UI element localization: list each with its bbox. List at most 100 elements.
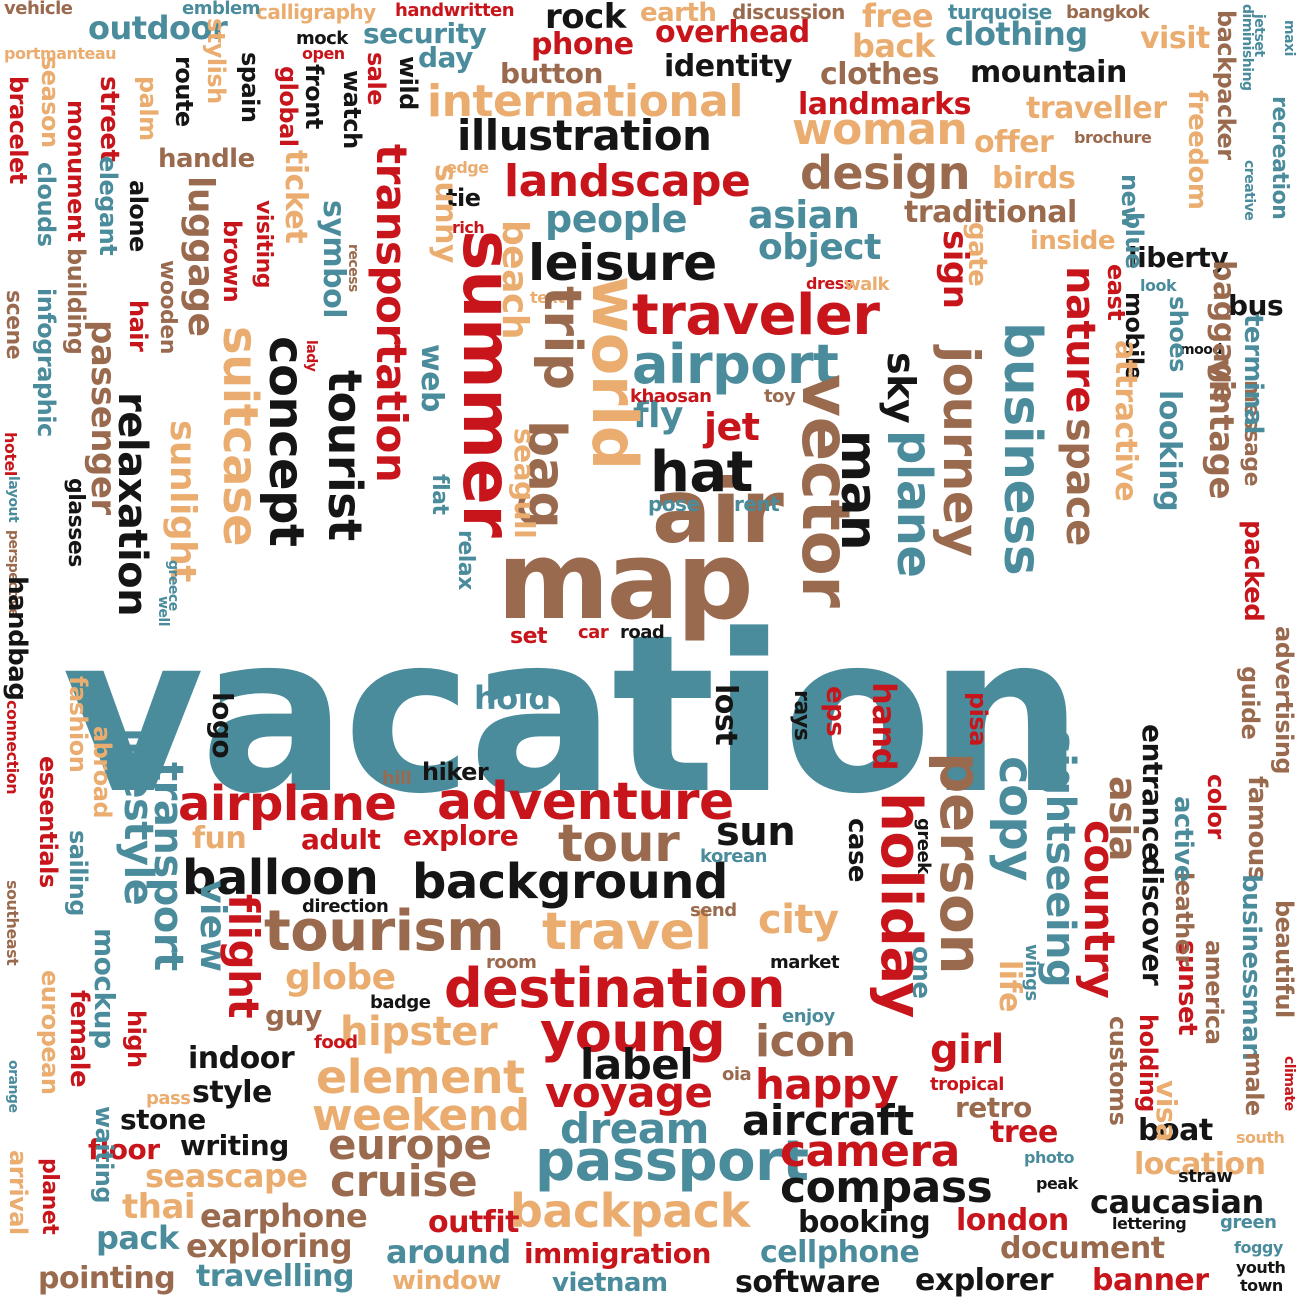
word-east: east — [1102, 264, 1130, 321]
word-room: room — [486, 952, 537, 973]
word-retro: retro — [955, 1091, 1032, 1124]
word-map: map — [497, 519, 754, 644]
word-freedom: freedom — [1182, 90, 1212, 210]
word-sunny: sunny — [428, 164, 463, 263]
word-southeast: southeast — [3, 880, 22, 966]
word-voyage: voyage — [545, 1068, 713, 1117]
word-color: color — [1202, 774, 1230, 839]
word-road: road — [620, 622, 665, 643]
word-pass: pass — [146, 1088, 191, 1109]
word-vacation: vacation — [62, 589, 1083, 842]
word-symbol: symbol — [316, 200, 351, 319]
word-landmarks: landmarks — [798, 87, 971, 122]
word-food: food — [314, 1032, 358, 1053]
word-overhead: overhead — [655, 15, 810, 50]
word-america: america — [1200, 940, 1228, 1045]
word-text: text — [530, 288, 565, 307]
word-edge: edge — [446, 158, 489, 177]
word-transport: transport — [145, 762, 191, 971]
word-document: document — [1000, 1231, 1165, 1266]
word-blue: blue — [1120, 212, 1148, 269]
word-lost: lost — [708, 684, 743, 746]
word-logo: logo — [206, 692, 239, 759]
word-mockup: mockup — [88, 928, 121, 1049]
word-caucasian: caucasian — [1090, 1183, 1264, 1221]
word-rich: rich — [452, 218, 485, 237]
word-set: set — [510, 624, 548, 649]
word-guy: guy — [265, 999, 322, 1032]
word-tie: tie — [446, 184, 481, 212]
word-beautiful: beautiful — [1270, 900, 1298, 1018]
word-free: free — [862, 0, 934, 35]
word-adult: adult — [301, 823, 381, 856]
word-travelling: travelling — [196, 1259, 354, 1294]
word-businessman: businessman — [1236, 874, 1266, 1061]
word-rent: rent — [734, 492, 780, 516]
word-seagull: seagull — [508, 428, 541, 539]
word-around: around — [386, 1233, 511, 1271]
word-beach: beach — [494, 220, 535, 339]
word-air: air — [652, 460, 784, 563]
word-aircraft: aircraft — [742, 1096, 914, 1145]
word-portmanteau: portmanteau — [4, 44, 117, 63]
word-bangkok: bangkok — [1066, 2, 1150, 23]
word-pointing: pointing — [38, 1261, 176, 1296]
word-trip: trip — [532, 286, 592, 390]
word-sun: sun — [716, 809, 796, 855]
word-globe: globe — [285, 957, 396, 998]
word-vietnam: vietnam — [552, 1268, 668, 1298]
word-oia: oia — [722, 1064, 752, 1085]
word-suitcase: suitcase — [212, 326, 268, 547]
word-europe: europe — [328, 1120, 492, 1169]
word-nature: nature — [1057, 266, 1103, 413]
word-explore: explore — [403, 819, 519, 852]
word-stone: stone — [120, 1103, 206, 1136]
word-passport: passport — [535, 1129, 809, 1194]
word-traveller: traveller — [1026, 91, 1167, 126]
word-photo: photo — [1024, 1148, 1074, 1167]
word-khaosan: khaosan — [630, 386, 712, 407]
word-bracelet: bracelet — [4, 76, 32, 184]
word-tree: tree — [990, 1115, 1058, 1150]
word-hair: hair — [124, 300, 152, 352]
word-hotel: hotel — [1, 432, 20, 476]
word-watch: watch — [338, 70, 366, 149]
word-space: space — [1057, 418, 1103, 546]
word-active: active — [1168, 796, 1198, 882]
word-luggage: luggage — [180, 176, 221, 337]
word-shoes: shoes — [1164, 296, 1192, 372]
word-monument: monument — [62, 100, 90, 242]
word-boat: boat — [1138, 1113, 1213, 1148]
word-abroad: abroad — [88, 726, 116, 819]
word-liberty: liberty — [1128, 241, 1229, 274]
word-seascape: seascape — [145, 1157, 308, 1195]
word-street: street — [94, 76, 124, 162]
word-banner: banner — [1092, 1263, 1209, 1298]
word-mock: mock — [296, 28, 348, 49]
word-rock: rock — [545, 0, 626, 37]
word-birds: birds — [992, 161, 1076, 196]
word-sale: sale — [362, 52, 390, 105]
word-ticket: ticket — [278, 150, 313, 244]
word-traveler: traveler — [632, 283, 880, 348]
word-booking: booking — [798, 1205, 931, 1240]
word-eps: eps — [820, 686, 850, 737]
word-fashion: fashion — [64, 676, 92, 773]
word-camera: camera — [780, 1126, 960, 1177]
word-planet: planet — [37, 1158, 62, 1235]
word-dress: dress — [806, 274, 853, 293]
word-climate: climate — [1281, 1056, 1297, 1111]
word-window: window — [392, 1266, 501, 1296]
word-enjoy: enjoy — [782, 1006, 835, 1027]
word-clothes: clothes — [820, 57, 940, 92]
word-airport: airport — [632, 333, 839, 396]
word-creative: creative — [1241, 160, 1257, 221]
word-security: security — [363, 17, 487, 50]
word-town: town — [1240, 1276, 1283, 1295]
word-outdoor: outdoor — [88, 9, 228, 47]
word-jet: jet — [704, 405, 760, 449]
word-airplane: airplane — [178, 776, 397, 832]
word-recreation: recreation — [1267, 96, 1292, 220]
word-infographic: infographic — [32, 288, 60, 437]
word-woman: woman — [792, 104, 968, 155]
